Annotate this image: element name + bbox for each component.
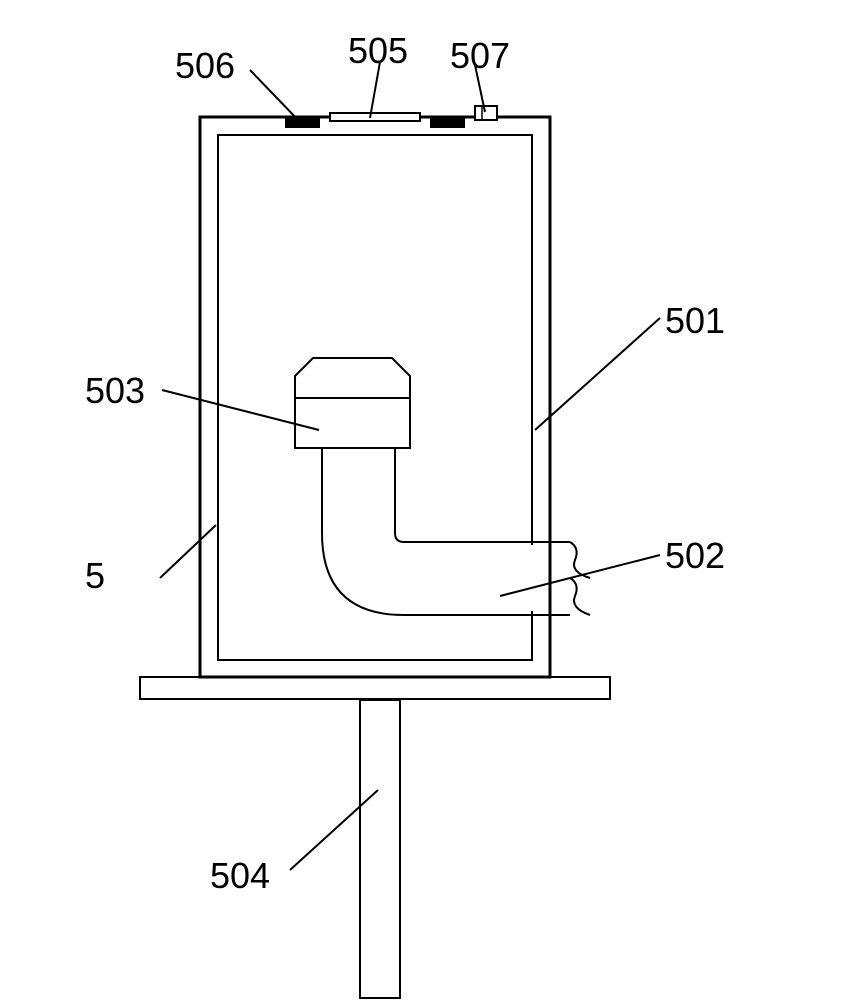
pipe-exit-mask (530, 545, 540, 611)
pipe-break-bottom (570, 578, 590, 615)
technical-diagram (0, 0, 846, 1000)
base-plate (140, 677, 610, 699)
small-rect-507 (475, 106, 497, 120)
black-rect-506-left (285, 118, 320, 128)
vertical-post-504 (360, 700, 400, 998)
leader-5 (160, 525, 216, 578)
leader-506 (250, 70, 300, 122)
leader-502 (500, 555, 660, 596)
leader-501 (535, 318, 660, 430)
cap-503 (295, 358, 410, 448)
leader-504 (290, 790, 378, 870)
label-505: 505 (348, 30, 408, 72)
label-501: 501 (665, 300, 725, 342)
label-502: 502 (665, 535, 725, 577)
pipe-break-top (570, 542, 590, 578)
slot-505 (330, 113, 420, 121)
label-5: 5 (85, 555, 105, 597)
label-503: 503 (85, 370, 145, 412)
label-507: 507 (450, 35, 510, 77)
label-506: 506 (175, 45, 235, 87)
black-rect-506-right (430, 118, 465, 128)
label-504: 504 (210, 855, 270, 897)
